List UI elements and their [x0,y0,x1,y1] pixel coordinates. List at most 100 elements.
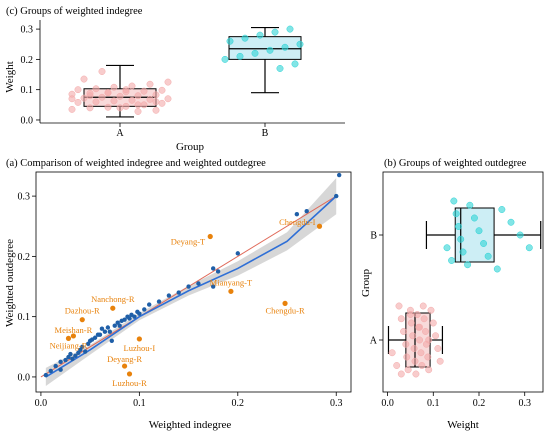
panel-b-point-a [395,302,403,310]
panel-a-y-tick-label: 0.0 [18,372,31,383]
panel-c-point-a [134,92,142,100]
panel-b-point-b [452,210,460,218]
panel-a-x-tick-label: 0.1 [133,398,146,409]
panel-c-point-a [68,95,76,103]
panel-b-point-b [525,244,533,252]
panel-a-point [70,356,75,362]
panel-a-labeled-point [282,300,288,306]
panel-b-point-a [425,336,433,344]
panel-c-title: (c) Groups of weighted indegree [6,6,143,17]
panel-c-point-a [80,75,88,83]
panel-c-point-a [134,108,142,115]
panel-c-point-b [266,46,274,54]
panel-a-point [68,351,73,357]
panel-b-point-b [459,248,467,256]
panel-a-point [176,290,181,295]
panel-c-point-b [276,65,284,72]
panel-c-point-a [152,98,160,106]
panel-a-point [235,251,240,256]
panel-a-point [122,317,127,322]
panel-c-point-b [271,28,279,36]
panel-a-x-tick-label: 0.0 [35,398,48,409]
panel-b-point-b [516,231,524,239]
panel-c-point-a [122,102,130,110]
panel-c-point-a [80,94,88,102]
panel-c-y-tick-label: 0.0 [21,115,34,126]
panel-a-point [112,323,117,328]
panel-a-point [58,367,63,372]
panel-b-point-b [507,218,515,226]
panel-b-point-b [484,252,492,260]
panel-a-point [334,193,339,199]
panel-b-point-b [457,235,465,243]
panel-b-point-a [402,340,410,348]
panel-c-x-tick-label: B [262,128,269,139]
panel-a-plot-frame [35,171,352,393]
panel-c-point-a [98,93,106,101]
panel-a-point-label: Chengdu-I [279,217,316,227]
panel-c-point-a [152,91,160,99]
panel-a-point [43,372,49,378]
panel-a-point [186,284,191,289]
panel-c-box-b [228,36,302,60]
panel-a-y-tick-label: 0.1 [18,312,31,323]
panel-b-point-a [413,311,421,318]
panel-b-point-b [454,223,462,230]
panel-a-point [166,293,172,298]
panel-a-point [48,368,53,374]
panel-b-x-axis-label: Weight [447,419,479,431]
panel-c-point-a [140,87,148,95]
panel-b-point-a [388,349,396,357]
panel-b-x-tick-label: 0.0 [381,398,394,409]
panel-c-point-b [291,60,299,68]
panel-b-point-a [432,332,440,340]
panel-b-point-a [434,345,442,352]
panel-a-confidence-band [45,178,337,386]
panel-c-point-a [158,86,166,94]
panel-b-point-b [475,227,483,235]
panel-c-point-a [146,95,154,103]
panel-c-point-b [256,31,264,39]
panel-a-point-label: Chengdu-R [265,305,305,315]
panel-a-point-label: Neijiang-R [50,340,88,350]
panel-b-plot-frame [382,171,544,393]
panel-a-point-label: Luzhou-R [112,378,147,388]
panel-a-point [92,335,98,340]
panel-a-point [105,325,111,330]
panel-b-point-b [450,197,458,205]
panel-a-labeled-point [79,317,85,323]
panel-a-title: (a) Comparison of weighted indegree and … [6,158,266,169]
panel-c-point-a [128,82,136,90]
panel-b-point-a [424,353,432,361]
panel-b-title: (b) Groups of weighted outdegree [384,158,527,169]
panel-c-point-a [110,97,118,105]
panel-a-point [132,314,137,319]
panel-c-y-tick-label: 0.1 [21,85,34,96]
panel-b-point-b [493,265,501,273]
panel-a-labeled-point [110,305,116,311]
panel-c-point-a [104,103,112,111]
panel-b-y-axis-label: Group [360,268,372,297]
panel-c-y-tick-label: 0.2 [21,55,34,66]
panel-b-point-a [400,328,408,335]
panel-a-point [156,299,162,304]
panel-a-labeled-point [207,233,213,240]
panel-a-point [147,302,152,307]
panel-b-point-a [416,323,424,331]
panel-c-point-a [104,89,112,97]
panel-c-indegree-groups: (c) Groups of weighted indegree Weight G… [4,6,345,153]
panel-b-y-tick-label: B [370,231,377,242]
panel-a-point [109,338,114,343]
panel-a-y-tick-label: 0.2 [18,252,31,263]
panel-a-point [294,211,300,217]
panel-b-point-b [470,214,478,222]
panel-a-point [127,316,132,321]
panel-a-point [117,323,122,328]
panel-b-point-a [410,345,418,352]
panel-a-point-label: Deyang-R [107,354,142,364]
panel-b-x-tick-label: 0.2 [473,398,486,409]
panel-c-y-axis-label: Weight [4,61,16,93]
panel-a-point-label: Meishan-R [55,325,93,335]
panel-b-point-b [498,206,506,213]
panel-a-point [58,359,63,365]
